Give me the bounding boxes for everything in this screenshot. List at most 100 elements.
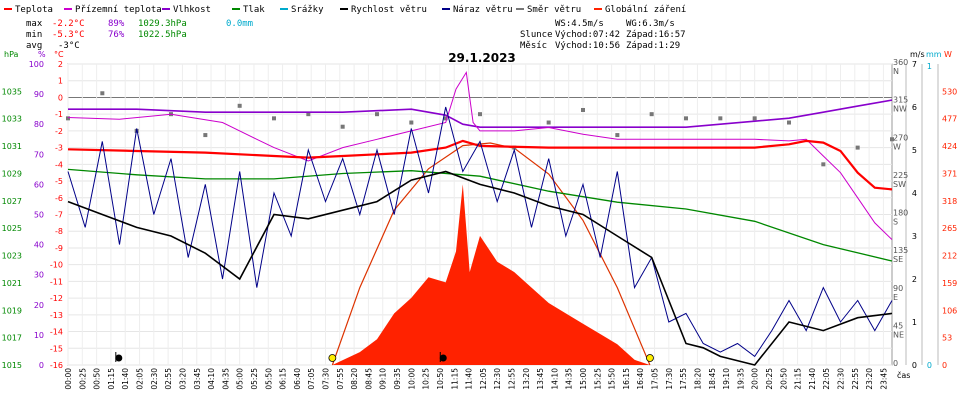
- tick-celsius: -15: [50, 344, 63, 353]
- tick-celsius: -7: [55, 211, 63, 220]
- sun-rise: Východ:07:42: [555, 30, 620, 40]
- legend-label: Srážky: [291, 5, 324, 15]
- tick-time: 03:20: [178, 368, 187, 390]
- moon-marker: [115, 354, 123, 362]
- tick-ms: 4: [912, 189, 917, 198]
- stat-avg-label: avg: [26, 41, 42, 51]
- tick-time: 08:45: [364, 368, 373, 390]
- tick-w: 424: [942, 142, 957, 151]
- stat-max-label: max: [26, 19, 43, 29]
- wind-direction-dot: [340, 124, 345, 129]
- tick-ms: 1: [912, 318, 917, 327]
- radiation-area: [332, 184, 650, 365]
- tick-time: 16:15: [622, 368, 631, 390]
- legend: Teplota Přízemní teplota Vlhkost Tlak Srážky…: [4, 5, 686, 15]
- tick-hpa: 1031: [2, 142, 22, 151]
- tick-celsius: -2: [55, 127, 63, 136]
- tick-time: 00:25: [78, 368, 87, 390]
- tick-celsius: 0: [58, 93, 63, 102]
- wind-direction-dot: [443, 116, 448, 121]
- tick-percent: 10: [34, 331, 44, 340]
- tick-time: 20:50: [779, 368, 788, 390]
- tick-percent: 70: [34, 150, 44, 159]
- tick-w: 159: [942, 279, 957, 288]
- tick-time: 17:30: [665, 368, 674, 390]
- wind-direction-dot: [100, 91, 105, 96]
- tick-direction: 225: [893, 171, 908, 180]
- tick-hpa: 1035: [2, 87, 22, 96]
- stat-max-press: 1029.3hPa: [138, 19, 187, 29]
- stat-avg-temp: -3°C: [58, 41, 80, 51]
- tick-celsius: -10: [50, 261, 63, 270]
- unit-mm: mm: [926, 50, 942, 59]
- tick-direction-name: SW: [893, 180, 906, 189]
- unit-ms: m/s: [910, 50, 925, 59]
- tick-time: 01:15: [107, 368, 116, 390]
- tick-time: 09:35: [393, 368, 402, 390]
- sun-label: Slunce: [520, 30, 553, 40]
- tick-w: 53: [942, 334, 952, 343]
- time-axis-label: čas: [897, 370, 910, 380]
- stat-min-label: min: [26, 30, 42, 40]
- tick-time: 13:45: [536, 368, 545, 390]
- wind-direction-dot: [272, 116, 276, 121]
- tick-percent: 90: [34, 90, 44, 99]
- wind-direction-dot: [306, 112, 311, 117]
- tick-time: 23:45: [879, 368, 888, 390]
- tick-direction: 135: [893, 246, 908, 255]
- tick-direction-name: SE: [893, 255, 903, 264]
- tick-percent: 80: [34, 120, 44, 129]
- tick-time: 21:15: [794, 368, 803, 390]
- tick-time: 17:55: [679, 368, 688, 390]
- tick-time: 10:50: [436, 368, 445, 390]
- tick-celsius: -6: [55, 194, 63, 203]
- tick-direction-name: NE: [893, 330, 904, 339]
- tick-w: 0: [942, 361, 947, 370]
- legend-label: Náraz větru: [453, 5, 513, 15]
- tick-mm: 0: [927, 361, 932, 370]
- moon-label: Měsíc: [520, 41, 547, 51]
- info-block: WS:4.5m/s WG:6.3m/s Slunce Východ:07:42 …: [520, 19, 686, 51]
- tick-percent: 0: [39, 361, 44, 370]
- stat-min-hum: 76%: [108, 30, 125, 40]
- tick-time: 12:30: [493, 368, 502, 390]
- tick-time: 15:00: [579, 368, 588, 390]
- legend-label: Globální záření: [605, 5, 686, 15]
- wind-direction-dot: [718, 116, 723, 121]
- tick-time: 00:00: [64, 368, 73, 390]
- tick-time: 05:50: [264, 368, 273, 390]
- tick-ms: 3: [912, 232, 917, 241]
- tick-percent: 30: [34, 271, 44, 280]
- axes: 210-1-2-3-4-5-6-7-8-9-10-11-12-13-14-15-…: [2, 50, 958, 390]
- tick-direction-name: N: [893, 67, 899, 76]
- tick-time: 22:30: [837, 368, 846, 390]
- tick-w: 371: [942, 169, 957, 178]
- theoretical-radiation-line: [331, 142, 651, 366]
- tick-direction: 270: [893, 133, 908, 142]
- tick-time: 21:40: [808, 368, 817, 390]
- tick-time: 23:20: [865, 368, 874, 390]
- tick-hpa: 1023: [2, 252, 22, 261]
- tick-hpa: 1021: [2, 279, 22, 288]
- moon-set: Západ:1:29: [626, 41, 680, 51]
- tick-direction: 45: [893, 321, 903, 330]
- unit-percent: %: [38, 50, 46, 59]
- tick-time: 09:10: [379, 368, 388, 390]
- tick-time: 05:25: [250, 368, 259, 390]
- wind-direction-dot: [546, 120, 551, 125]
- tick-mm: 1: [927, 62, 932, 71]
- wind-direction-dot: [752, 116, 757, 121]
- tick-direction-name: E: [893, 293, 898, 302]
- moon-marker: [439, 354, 447, 362]
- chart-marks: [66, 70, 894, 366]
- tick-time: 05:00: [236, 368, 245, 390]
- tick-time: 14:35: [565, 368, 574, 390]
- tick-time: 22:55: [851, 368, 860, 390]
- tick-time: 20:00: [751, 368, 760, 390]
- tick-celsius: -13: [50, 311, 63, 320]
- tick-celsius: -11: [50, 277, 63, 286]
- tick-time: 02:05: [136, 368, 145, 390]
- tick-percent: 20: [34, 301, 44, 310]
- tick-ms: 6: [912, 103, 917, 112]
- tick-celsius: -14: [50, 328, 63, 337]
